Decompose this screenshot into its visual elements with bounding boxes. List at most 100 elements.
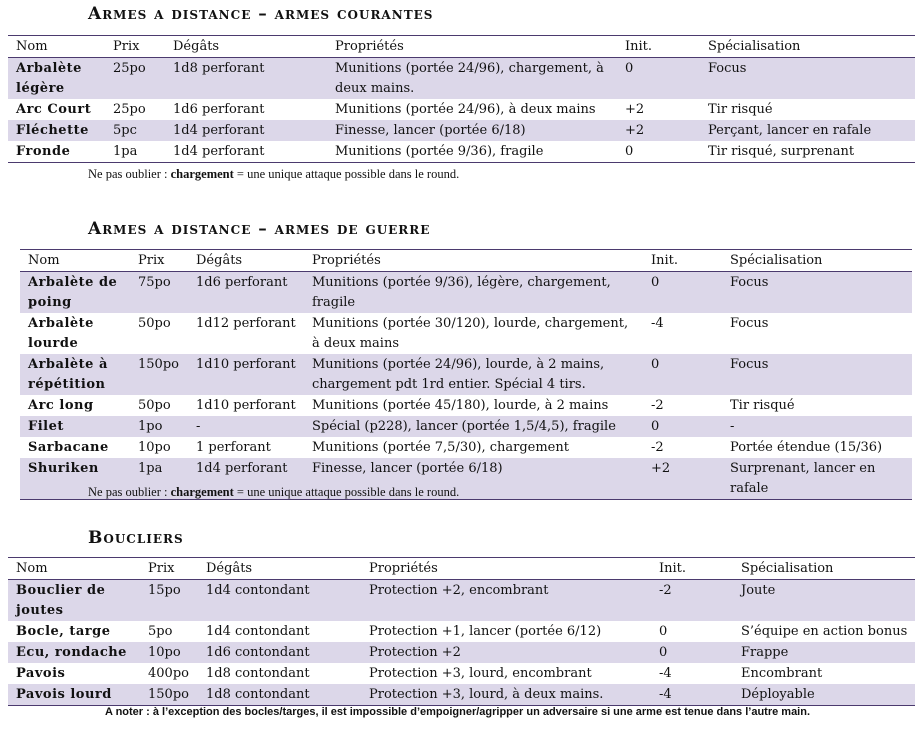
- column-header: Nom: [8, 35, 105, 58]
- cell: Munitions (portée 24/96), chargement, à …: [327, 57, 617, 99]
- cell: Fronde: [8, 141, 105, 163]
- note-part: = une unique attaque possible dans le ro…: [233, 485, 460, 499]
- cell: Pavois lourd: [8, 684, 140, 706]
- cell: 25po: [113, 102, 146, 117]
- cell: Finesse, lancer (portée 6/18): [304, 458, 643, 500]
- cell: 1d6 contondant: [198, 642, 361, 663]
- table-row: Sarbacane 10po 1 perforant Munitions (porté…: [20, 437, 912, 458]
- cell: 1po: [130, 416, 188, 437]
- cell: 0: [643, 354, 722, 395]
- column-header: Dégâts: [188, 249, 304, 272]
- cell: Focus: [700, 57, 915, 99]
- table-row: Arc Court 25po 1d6 perforant Munitions (por…: [8, 99, 915, 120]
- cell: 10po: [138, 440, 171, 455]
- note: Ne pas oublier : chargement = une unique…: [88, 167, 459, 182]
- cell: Munitions (portée 45/180), lourde, à 2 m…: [312, 398, 609, 413]
- column-header: Dégâts: [198, 557, 361, 580]
- cell: Focus: [730, 316, 769, 331]
- cell: 1pa: [130, 458, 188, 500]
- table-row: Arbalète à répétition 150po 1d10 perforant…: [20, 354, 912, 395]
- table-row: Pavois lourd 150po 1d8 contondant Protectio…: [8, 684, 915, 706]
- cell: 0: [643, 271, 722, 313]
- cell: Protection +2, encombrant: [361, 579, 651, 621]
- cell: Tir risqué: [730, 398, 795, 413]
- cell: 75po: [130, 271, 188, 313]
- cell: Ecu, rondache: [8, 642, 140, 663]
- cell: Déployable: [733, 684, 915, 706]
- cell: 50po: [138, 398, 171, 413]
- section-title: Armes a distance – armes de guerre: [88, 219, 431, 239]
- weapons-table: Nom Prix Dégâts Propriétés Init. Spécialisati…: [20, 249, 912, 500]
- cell: 1d4 perforant: [165, 120, 327, 141]
- column-header: Nom: [8, 557, 140, 580]
- table-head: Nom Prix Dégâts Propriétés Init. Spécialisati…: [8, 557, 915, 580]
- table-row: Shuriken 1pa 1d4 perforant Finesse, lancer …: [20, 458, 912, 500]
- table-body: Arbalète de poing 75po 1d6 perforant Muniti…: [20, 271, 912, 500]
- cell: -4: [659, 666, 672, 681]
- cell: 1d10 perforant: [196, 398, 296, 413]
- cell: Munitions (portée 24/96), à deux mains: [335, 102, 596, 117]
- section-title: Boucliers: [88, 528, 184, 548]
- cell: Protection +2: [361, 642, 651, 663]
- cell: Arc long: [28, 398, 94, 413]
- cell: Arbalète légère: [8, 57, 105, 99]
- cell: 50po: [138, 316, 171, 331]
- note-part: chargement: [170, 485, 234, 499]
- cell: Protection +3, lourd, à deux mains.: [361, 684, 651, 706]
- footnote: A noter : à l’exception des bocles/targe…: [104, 706, 811, 718]
- table-row: Bouclier de joutes 15po 1d4 contondant Prot…: [8, 579, 915, 621]
- table-row: Arc long 50po 1d10 perforant Munitions (por…: [20, 395, 912, 416]
- column-header: Dégâts: [165, 35, 327, 58]
- column-header: Init.: [617, 35, 700, 58]
- cell: Munitions (portée 9/36), fragile: [327, 141, 617, 163]
- cell: +2: [617, 120, 700, 141]
- cell: 0: [617, 141, 700, 163]
- cell: 1d8 perforant: [165, 57, 327, 99]
- column-header: Nom: [20, 249, 130, 272]
- cell: 25po: [105, 57, 165, 99]
- cell: Protection +3, lourd, encombrant: [369, 666, 592, 681]
- weapons-table: Nom Prix Dégâts Propriétés Init. Spécialisati…: [8, 557, 915, 706]
- cell: 0: [651, 642, 733, 663]
- cell: 5po: [148, 624, 173, 639]
- cell: 1d4 perforant: [165, 141, 327, 163]
- column-header: Propriétés: [304, 249, 643, 272]
- cell: 1d6 perforant: [173, 102, 265, 117]
- cell: Tir risqué: [708, 102, 773, 117]
- header-row: Nom Prix Dégâts Propriétés Init. Spécialisati…: [20, 249, 912, 272]
- cell: 0: [659, 624, 668, 639]
- cell: Portée étendue (15/36): [730, 440, 883, 455]
- table-head: Nom Prix Dégâts Propriétés Init. Spécialisati…: [20, 249, 912, 272]
- column-header: Propriétés: [327, 35, 617, 58]
- table-row: Pavois 400po 1d8 contondant Protection +3, …: [8, 663, 915, 684]
- cell: 15po: [140, 579, 198, 621]
- table-row: Arbalète lourde 50po 1d12 perforant Munitio…: [20, 313, 912, 354]
- cell: 1d4 contondant: [206, 624, 310, 639]
- note: Ne pas oublier : chargement = une unique…: [88, 485, 459, 500]
- section-title: Armes a distance – armes courantes: [88, 4, 434, 24]
- cell: +2: [643, 458, 722, 500]
- cell: Spécial (p228), lancer (portée 1,5/4,5),…: [304, 416, 643, 437]
- cell: 5pc: [105, 120, 165, 141]
- cell: 400po: [148, 666, 189, 681]
- column-header: Prix: [130, 249, 188, 272]
- cell: Bocle, targe: [16, 624, 111, 639]
- column-header: Prix: [140, 557, 198, 580]
- cell: -2: [651, 579, 733, 621]
- cell: 150po: [130, 354, 188, 395]
- cell: Arbalète à répétition: [20, 354, 130, 395]
- note-part: = une unique attaque possible dans le ro…: [233, 167, 460, 181]
- cell: Munitions (portée 7,5/30), chargement: [312, 440, 569, 455]
- column-header: Spécialisation: [700, 35, 915, 58]
- table-row: Fronde 1pa 1d4 perforant Munitions (portée …: [8, 141, 915, 163]
- table-row: Ecu, rondache 10po 1d6 contondant Protectio…: [8, 642, 915, 663]
- weapons-table: Nom Prix Dégâts Propriétés Init. Spécialisati…: [8, 35, 915, 163]
- cell: -: [188, 416, 304, 437]
- cell: 0: [617, 57, 700, 99]
- cell: Bouclier de joutes: [8, 579, 140, 621]
- cell: 1 perforant: [196, 440, 271, 455]
- note-part: Ne pas oublier :: [88, 167, 171, 181]
- table-row: Bocle, targe 5po 1d4 contondant Protection …: [8, 621, 915, 642]
- cell: -: [722, 416, 912, 437]
- cell: Filet: [20, 416, 130, 437]
